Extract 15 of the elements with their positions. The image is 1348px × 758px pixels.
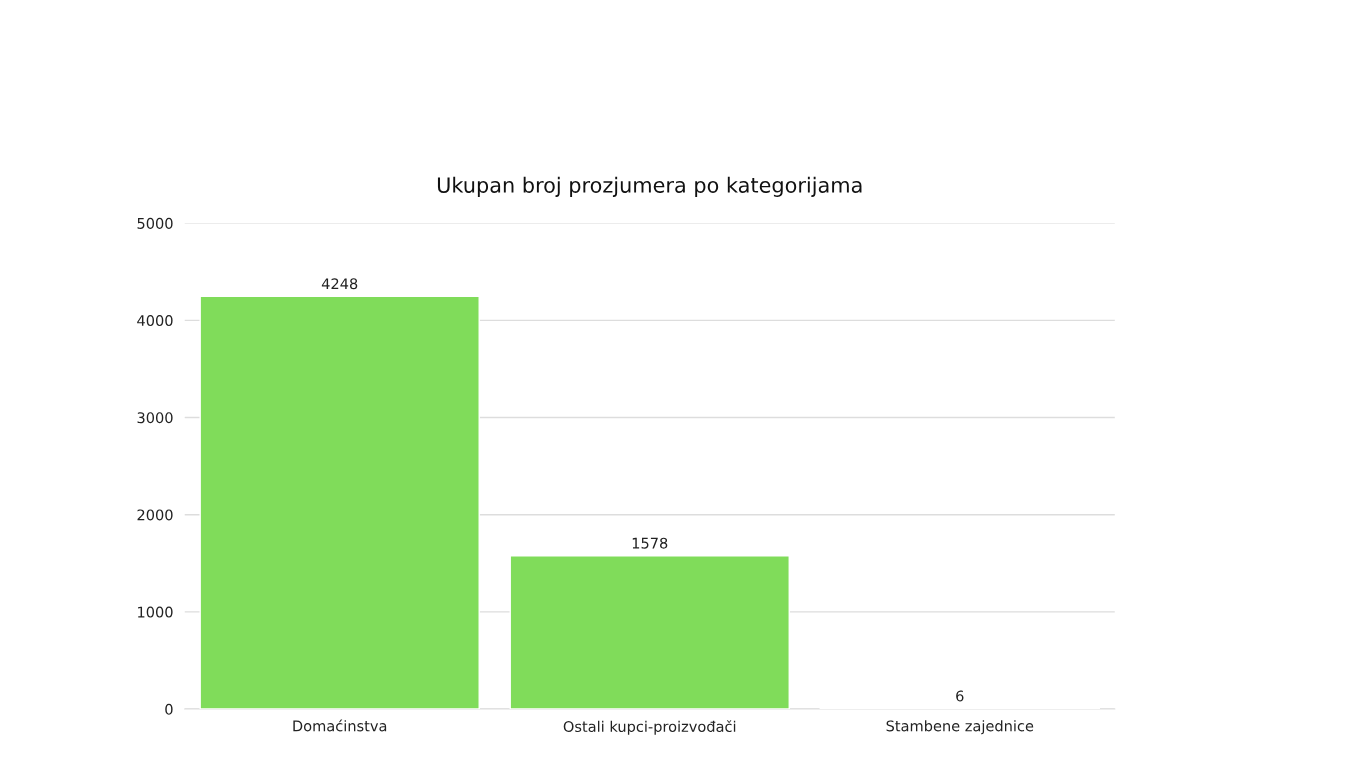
bar bbox=[509, 554, 790, 710]
x-tick-label: Domaćinstva bbox=[293, 719, 387, 732]
chart-title: Ukupan broj prozjumera po kategorijama bbox=[437, 176, 862, 197]
x-tick-label: Stambene zajednice bbox=[886, 720, 1034, 735]
bar bbox=[199, 295, 480, 710]
data-label: 6 bbox=[956, 690, 964, 702]
y-tick-label: 0 bbox=[165, 703, 173, 715]
y-tick-label: 4000 bbox=[137, 315, 173, 327]
y-tick-label: 1000 bbox=[138, 606, 173, 618]
y-tick-label: 3000 bbox=[137, 412, 173, 424]
y-tick-label: 5000 bbox=[137, 217, 173, 229]
x-tick-label: Ostali kupci-proizvođači bbox=[563, 720, 736, 735]
data-label: 4248 bbox=[321, 278, 358, 290]
data-label: 1578 bbox=[632, 537, 668, 549]
y-tick-label: 2000 bbox=[137, 509, 173, 521]
